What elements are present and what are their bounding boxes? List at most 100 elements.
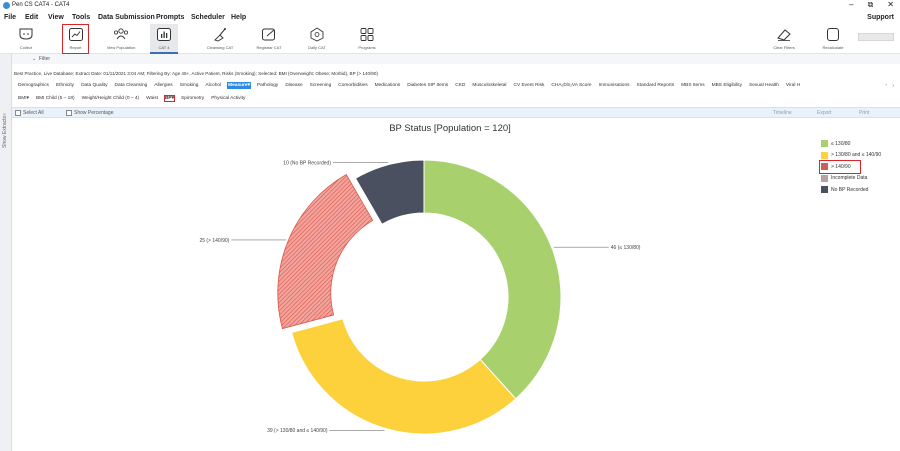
tab-sexual-health[interactable]: Sexual Health	[749, 83, 779, 88]
report-icon	[67, 26, 85, 42]
report-button[interactable]: Report	[62, 24, 89, 54]
subtab-physical-activity[interactable]: Physical Activity	[211, 96, 246, 101]
menu-edit[interactable]: Edit	[25, 14, 39, 21]
tab-mbs-items[interactable]: MBS Items	[681, 83, 705, 88]
maximize-icon[interactable]: ⧉	[867, 0, 874, 9]
programs-button[interactable]: Programs	[350, 24, 384, 54]
clear-filters-button[interactable]: Clear Filters	[766, 24, 802, 54]
show-percentage-checkbox[interactable]: Show Percentage	[66, 110, 113, 116]
export-button[interactable]: Export	[817, 110, 832, 116]
tab-viral-hepatitis[interactable]: Viral H	[785, 83, 801, 88]
tab-musculoskeletal[interactable]: Musculoskeletal	[472, 83, 507, 88]
data-label-0: 46 (≤ 130/80)	[611, 245, 641, 251]
donut-slice-4[interactable]	[354, 159, 425, 225]
menu-data-submission[interactable]: Data Submission	[98, 14, 155, 21]
legend-swatch	[821, 186, 828, 194]
expand-arrow-icon[interactable]: »	[3, 112, 6, 118]
daily-cat-button[interactable]: Daily CAT	[300, 24, 334, 54]
menu-help[interactable]: Help	[231, 14, 247, 21]
tab-alcohol[interactable]: Alcohol	[205, 83, 222, 88]
menu-bar: File Edit View Tools Data Submission Pro…	[0, 12, 900, 24]
legend-swatch	[821, 140, 828, 148]
tab-cv-event-risk[interactable]: CV Event Risk	[513, 83, 545, 88]
chart-legend: ≤ 130/80 > 130/80 and ≤ 140/90 > 140/90 …	[819, 138, 881, 196]
data-label-2: 25 (> 140/90)	[199, 238, 229, 244]
legend-item-le-130-80[interactable]: ≤ 130/80	[820, 138, 881, 150]
cleansing-cat-button[interactable]: Cleansing CAT	[199, 24, 241, 54]
registrar-cat-button[interactable]: Registrar CAT	[248, 24, 290, 54]
tab-scroll-left-icon[interactable]: ‹	[885, 83, 887, 88]
data-label-4: 10 (No BP Recorded)	[283, 161, 331, 167]
filter-toggle[interactable]: ⌄ Filter	[32, 56, 51, 62]
recalculate-button[interactable]: Recalculate	[815, 24, 851, 54]
title-bar: Pen CS CAT4 - CAT4 – ⧉ ✕	[0, 0, 900, 12]
donut-slice-2[interactable]	[277, 173, 374, 330]
programs-icon	[358, 26, 376, 42]
daily-icon	[308, 26, 326, 42]
legend-item-130-140[interactable]: > 130/80 and ≤ 140/90	[820, 150, 881, 162]
chart-title: BP Status [Population = 120]	[389, 123, 511, 134]
collect-icon	[17, 26, 35, 42]
recalculate-icon	[824, 26, 842, 42]
tab-disease[interactable]: Disease	[285, 83, 303, 88]
tab-immunisations[interactable]: Immunisations	[598, 83, 630, 88]
donut-slice-1[interactable]	[291, 318, 517, 435]
filter-bar[interactable]: ⌄ Filter	[12, 54, 900, 64]
tab-medications[interactable]: Medications	[374, 83, 401, 88]
subtab-weight-height-child[interactable]: Weight/Height Child (0 – 4)	[81, 96, 140, 101]
subtab-bmi-child[interactable]: BMI Child (5 – 18)	[35, 96, 75, 101]
legend-item-gt-140-90[interactable]: > 140/90	[819, 160, 861, 174]
filter-label: Filter	[38, 56, 51, 62]
legend-swatch	[821, 151, 828, 159]
subtab-bp[interactable]: BP▾	[164, 95, 175, 102]
tab-cha2ds2va-score[interactable]: CHA₂DS₂VA Score	[551, 83, 592, 88]
menu-file[interactable]: File	[4, 14, 17, 21]
menu-scheduler[interactable]: Scheduler	[191, 14, 225, 21]
select-all-checkbox[interactable]: Select All	[15, 110, 44, 116]
tab-ckd[interactable]: CKD	[455, 83, 466, 88]
print-button[interactable]: Print	[859, 110, 870, 116]
collect-button[interactable]: Collect	[14, 24, 38, 54]
view-population-button[interactable]: View Population	[99, 24, 143, 54]
tab-standard-reports[interactable]: Standard Reports	[636, 83, 675, 88]
tab-measure[interactable]: Measure▾	[227, 82, 251, 89]
menu-tools[interactable]: Tools	[72, 14, 91, 21]
extract-info-line: Best Practice, Live Database; Extract Da…	[14, 71, 378, 76]
tab-comorbidities[interactable]: Comorbidities	[338, 83, 368, 88]
data-label-1: 39 (> 130/80 and ≤ 140/90)	[267, 428, 328, 434]
legend-swatch	[821, 163, 828, 171]
tab-allergies[interactable]: Allergies	[154, 83, 173, 88]
people-icon	[112, 26, 130, 42]
report-tabs: Demographics Ethnicity Data Quality Data Cl…	[12, 82, 900, 93]
minimize-icon[interactable]: –	[849, 0, 854, 9]
tab-screening[interactable]: Screening	[309, 83, 332, 88]
tab-data-quality[interactable]: Data Quality	[81, 83, 108, 88]
timeline-button[interactable]: Timeline	[773, 110, 792, 116]
menu-support[interactable]: Support	[867, 14, 894, 21]
window-title: Pen CS CAT4 - CAT4	[12, 2, 70, 8]
tab-scroll-right-icon[interactable]: ›	[892, 83, 894, 89]
tab-demographics[interactable]: Demographics	[18, 83, 49, 88]
cat4-button[interactable]: CAT 4	[150, 24, 178, 54]
subtab-spirometry[interactable]: Spirometry	[181, 96, 205, 101]
cleansing-icon	[211, 26, 229, 42]
tab-smoking[interactable]: Smoking	[179, 83, 199, 88]
donut-slice-0[interactable]	[423, 159, 562, 400]
menu-view[interactable]: View	[48, 14, 64, 21]
ribbon-toolbar: Collect Report View Population CAT 4 Cle…	[0, 24, 900, 54]
tab-mbs-eligibility[interactable]: MBS Eligibility	[711, 83, 742, 88]
show-extracts-panel[interactable]: » Show Extracts	[0, 54, 12, 451]
close-icon[interactable]: ✕	[887, 0, 894, 9]
menu-prompts[interactable]: Prompts	[156, 14, 185, 21]
report-options-bar: Select All Show Percentage Timeline Expo…	[12, 107, 900, 118]
subtab-bmi[interactable]: BMI▾	[18, 96, 29, 101]
tab-ethnicity[interactable]: Ethnicity	[55, 83, 75, 88]
legend-item-no-bp-recorded[interactable]: No BP Recorded	[820, 184, 881, 196]
legend-item-incomplete-data[interactable]: Incomplete Data	[820, 173, 881, 185]
legend-swatch	[821, 174, 828, 182]
tab-diabetes-sip-items[interactable]: Diabetes SIP Items	[407, 83, 449, 88]
tab-pathology[interactable]: Pathology	[256, 83, 279, 88]
tab-data-cleansing[interactable]: Data Cleansing	[114, 83, 148, 88]
subtab-waist[interactable]: Waist	[146, 96, 158, 101]
